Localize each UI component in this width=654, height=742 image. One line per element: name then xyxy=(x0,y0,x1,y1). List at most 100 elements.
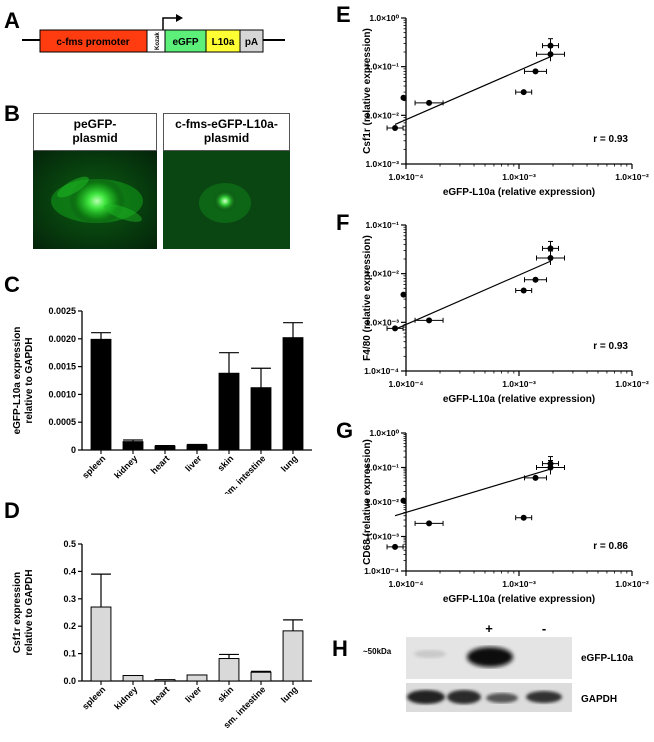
y-axis-label: Csf1r expressionrelative to GAPDH xyxy=(12,569,35,655)
arrowhead xyxy=(176,14,183,22)
x-tick-label: liver xyxy=(183,453,204,474)
bar-liver xyxy=(186,444,208,451)
data-point xyxy=(426,317,433,324)
y-tick-label: 0.1 xyxy=(63,649,76,659)
bar-lung xyxy=(282,337,304,451)
regression-line xyxy=(394,56,551,125)
y-tick-label: 0.5 xyxy=(63,539,76,549)
kozak-label: Kozak xyxy=(155,32,161,50)
scatter-chart-g: G 1.0×10⁻⁴ 1.0×10⁻³ 1.0×10⁻² 1.0×10⁻¹ 1.0×10… xyxy=(336,418,649,605)
data-point xyxy=(547,42,554,49)
lane-sign-4: - xyxy=(542,621,546,636)
data-point xyxy=(547,245,554,252)
regression-line xyxy=(394,260,551,330)
bar-chart-c: C 0 0.0005 0.0010 0.0015 0.0020 0.0025 eGFP-L1… xyxy=(4,272,312,494)
x-tick-label: 1.0×10⁻² xyxy=(615,379,649,389)
x-tick-label: lung xyxy=(279,684,300,705)
data-point xyxy=(400,94,407,101)
bar-skin xyxy=(218,372,240,451)
bar-sm--intestine xyxy=(250,671,272,682)
x-tick-label: 1.0×10⁻³ xyxy=(502,379,536,389)
y-tick-label: 1.0×10⁻² xyxy=(365,269,399,279)
band-faint-1 xyxy=(414,650,446,658)
y-tick-label: 1.0×10⁰ xyxy=(369,13,399,23)
x-tick-label: 1.0×10⁻² xyxy=(615,579,649,589)
x-tick-label: heart xyxy=(149,684,172,707)
x-tick-label: kidney xyxy=(112,453,139,480)
panel-letter-h: H xyxy=(332,636,348,661)
band-gapdh-2 xyxy=(447,690,481,704)
y-tick-label: 1.0×10⁻⁴ xyxy=(364,366,399,376)
pa-label: pA xyxy=(245,37,258,48)
data-point xyxy=(547,51,554,58)
bar-heart xyxy=(154,445,176,451)
data-point xyxy=(392,543,399,550)
x-tick-label: 1.0×10⁻² xyxy=(615,172,649,182)
band-label-egfp: eGFP-L10a xyxy=(581,653,634,664)
photo-label-right: c-fms-eGFP-L10a- plasmid xyxy=(163,113,290,151)
bar-chart-d: D 0.0 0.1 0.2 0.3 0.4 0.5 Csf1r expressionrela… xyxy=(4,498,312,730)
bar-spleen xyxy=(90,606,112,682)
y-axis-label: F4/80 (relative expression) xyxy=(362,235,373,361)
y-tick-label: 1.0×10⁻³ xyxy=(365,159,399,169)
bar-skin xyxy=(218,658,240,682)
band-egfp-l10a xyxy=(467,647,513,667)
y-tick-label: 1.0×10⁻² xyxy=(365,110,399,120)
data-point xyxy=(532,68,539,75)
x-tick-label: 1.0×10⁻⁴ xyxy=(389,172,424,182)
x-tick-label: 1.0×10⁻⁴ xyxy=(389,379,424,389)
panel-letter-b: B xyxy=(4,101,20,126)
y-tick-label: 0.0010 xyxy=(48,389,76,399)
data-point xyxy=(547,460,554,467)
data-point xyxy=(426,99,433,106)
x-tick-label: liver xyxy=(183,684,204,705)
bar-spleen xyxy=(90,338,112,451)
correlation-annotation: r = 0.86 xyxy=(593,541,628,552)
y-tick-label: 1.0×10⁻³ xyxy=(365,532,399,542)
x-tick-label: spleen xyxy=(80,684,107,711)
bar-liver xyxy=(186,674,208,682)
y-tick-label: 1.0×10⁻⁴ xyxy=(364,566,399,576)
scatter-chart-f: F 1.0×10⁻⁴ 1.0×10⁻³ 1.0×10⁻² 1.0×10⁻¹ 1.0×10… xyxy=(336,210,649,405)
panel-letter-c: C xyxy=(4,272,20,297)
y-tick-label: 0.0020 xyxy=(48,334,76,344)
y-tick-label: 1.0×10⁻¹ xyxy=(365,220,399,230)
y-axis-label: Csf1r (relative expression) xyxy=(362,28,373,154)
y-tick-label: 1.0×10⁻³ xyxy=(365,317,399,327)
correlation-annotation: r = 0.93 xyxy=(593,341,628,352)
bar-heart xyxy=(154,679,176,682)
band-gapdh-1 xyxy=(407,690,445,704)
band-gapdh-4 xyxy=(526,691,562,703)
y-tick-label: 1.0×10⁻² xyxy=(365,497,399,507)
data-point xyxy=(400,291,407,298)
x-tick-label: 1.0×10⁻⁴ xyxy=(389,579,424,589)
lane-sign-3: + xyxy=(485,621,493,636)
y-tick-label: 0.3 xyxy=(63,594,76,604)
y-axis-label: CD68 (relative expression) xyxy=(362,439,373,565)
correlation-annotation: r = 0.93 xyxy=(593,134,628,145)
data-point xyxy=(520,89,527,96)
fluorescence-image-left xyxy=(33,151,157,249)
x-tick-label: 1.0×10⁻³ xyxy=(502,172,536,182)
data-point xyxy=(392,124,399,131)
y-tick-label: 0.0 xyxy=(63,676,76,686)
y-tick-label: 1.0×10⁻¹ xyxy=(365,62,399,72)
band-gapdh-3 xyxy=(486,693,518,703)
y-tick-label: 0.0015 xyxy=(48,362,76,372)
data-point xyxy=(547,254,554,261)
panel-letter-g: G xyxy=(336,418,353,443)
fluorescence-image-right xyxy=(163,151,290,249)
y-tick-label: 0.0025 xyxy=(48,306,76,316)
data-point xyxy=(392,325,399,332)
x-axis-label: eGFP-L10a (relative expression) xyxy=(443,394,595,405)
photo-label-left: peGFP- plasmid xyxy=(33,113,157,151)
data-point xyxy=(400,497,407,504)
y-tick-label: 0 xyxy=(71,445,76,455)
transcription-start-arrow xyxy=(162,17,176,30)
band-label-gapdh: GAPDH xyxy=(581,694,617,705)
promoter-label: c-fms promoter xyxy=(56,37,129,48)
y-tick-label: 1.0×10⁰ xyxy=(369,428,399,438)
bar-kidney xyxy=(122,675,144,682)
panel-letter-d: D xyxy=(4,498,20,523)
egfp-label: eGFP xyxy=(172,37,198,48)
